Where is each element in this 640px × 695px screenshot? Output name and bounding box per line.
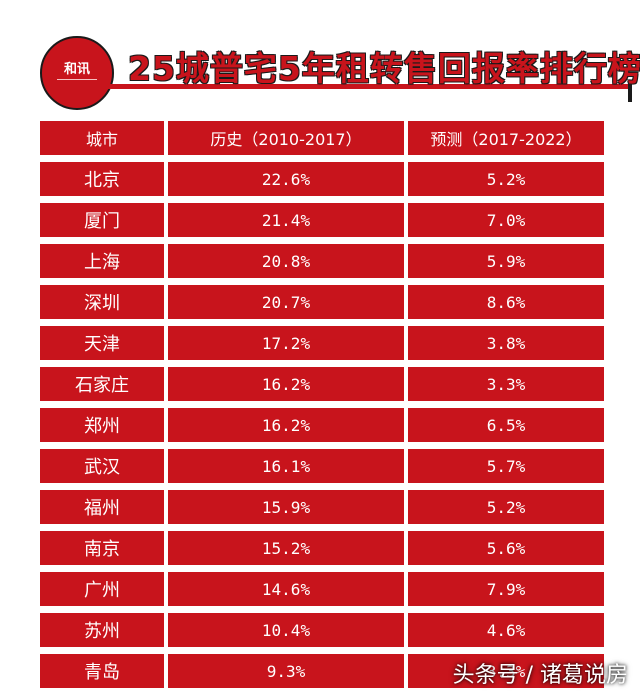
table-row: 福州 15.9% 5.2% xyxy=(40,490,604,524)
city-cell: 上海 xyxy=(40,244,164,278)
table-row: 郑州 16.2% 6.5% xyxy=(40,408,604,442)
city-cell: 北京 xyxy=(40,162,164,196)
table-row: 天津 17.2% 3.8% xyxy=(40,326,604,360)
history-cell: 9.3% xyxy=(168,654,404,688)
history-cell: 16.1% xyxy=(168,449,404,483)
city-cell: 天津 xyxy=(40,326,164,360)
history-cell: 16.2% xyxy=(168,367,404,401)
city-cell: 福州 xyxy=(40,490,164,524)
forecast-cell: 5.6% xyxy=(408,531,604,565)
forecast-cell: 5.9% xyxy=(408,244,604,278)
forecast-cell: 7.0% xyxy=(408,203,604,237)
forecast-cell: 5.2% xyxy=(408,162,604,196)
forecast-cell: 3.3% xyxy=(408,367,604,401)
header-history: 历史（2010-2017） xyxy=(168,121,404,155)
city-cell: 南京 xyxy=(40,531,164,565)
history-cell: 21.4% xyxy=(168,203,404,237)
table-row: 武汉 16.1% 5.7% xyxy=(40,449,604,483)
table-row: 上海 20.8% 5.9% xyxy=(40,244,604,278)
page-title: 25城普宅5年租转售回报率排行榜 xyxy=(128,49,640,88)
table-row: 深圳 20.7% 8.6% xyxy=(40,285,604,319)
table-header-row: 城市 历史（2010-2017） 预测（2017-2022） xyxy=(40,121,604,155)
city-cell: 苏州 xyxy=(40,613,164,647)
title-underline xyxy=(106,84,632,89)
ranking-table: 城市 历史（2010-2017） 预测（2017-2022） 北京 22.6% 5.… xyxy=(40,121,604,695)
brand-logo: 和讯 xyxy=(40,36,114,110)
table-row: 青岛 9.3% 3.3% xyxy=(40,654,604,688)
table-row: 广州 14.6% 7.9% xyxy=(40,572,604,606)
brand-logo-text: 和讯 xyxy=(57,63,97,83)
forecast-cell: 8.6% xyxy=(408,285,604,319)
table-row: 苏州 10.4% 4.6% xyxy=(40,613,604,647)
forecast-cell: 7.9% xyxy=(408,572,604,606)
city-cell: 郑州 xyxy=(40,408,164,442)
history-cell: 10.4% xyxy=(168,613,404,647)
city-cell: 深圳 xyxy=(40,285,164,319)
city-cell: 厦门 xyxy=(40,203,164,237)
watermark: 头条号 / 诸葛说房 xyxy=(452,663,628,688)
header-forecast: 预测（2017-2022） xyxy=(408,121,604,155)
history-cell: 22.6% xyxy=(168,162,404,196)
history-cell: 20.8% xyxy=(168,244,404,278)
history-cell: 15.9% xyxy=(168,490,404,524)
title-bar: 和讯 25城普宅5年租转售回报率排行榜 xyxy=(40,36,640,110)
forecast-cell: 3.3% xyxy=(408,654,604,688)
table-row: 厦门 21.4% 7.0% xyxy=(40,203,604,237)
forecast-cell: 3.8% xyxy=(408,326,604,360)
forecast-cell: 4.6% xyxy=(408,613,604,647)
city-cell: 石家庄 xyxy=(40,367,164,401)
history-cell: 20.7% xyxy=(168,285,404,319)
forecast-cell: 5.2% xyxy=(408,490,604,524)
history-cell: 16.2% xyxy=(168,408,404,442)
history-cell: 15.2% xyxy=(168,531,404,565)
title-tick xyxy=(628,80,632,102)
forecast-cell: 6.5% xyxy=(408,408,604,442)
table-row: 北京 22.6% 5.2% xyxy=(40,162,604,196)
city-cell: 武汉 xyxy=(40,449,164,483)
city-cell: 广州 xyxy=(40,572,164,606)
header-city: 城市 xyxy=(40,121,164,155)
city-cell: 青岛 xyxy=(40,654,164,688)
history-cell: 14.6% xyxy=(168,572,404,606)
table-row: 石家庄 16.2% 3.3% xyxy=(40,367,604,401)
table-row: 南京 15.2% 5.6% xyxy=(40,531,604,565)
forecast-cell: 5.7% xyxy=(408,449,604,483)
history-cell: 17.2% xyxy=(168,326,404,360)
